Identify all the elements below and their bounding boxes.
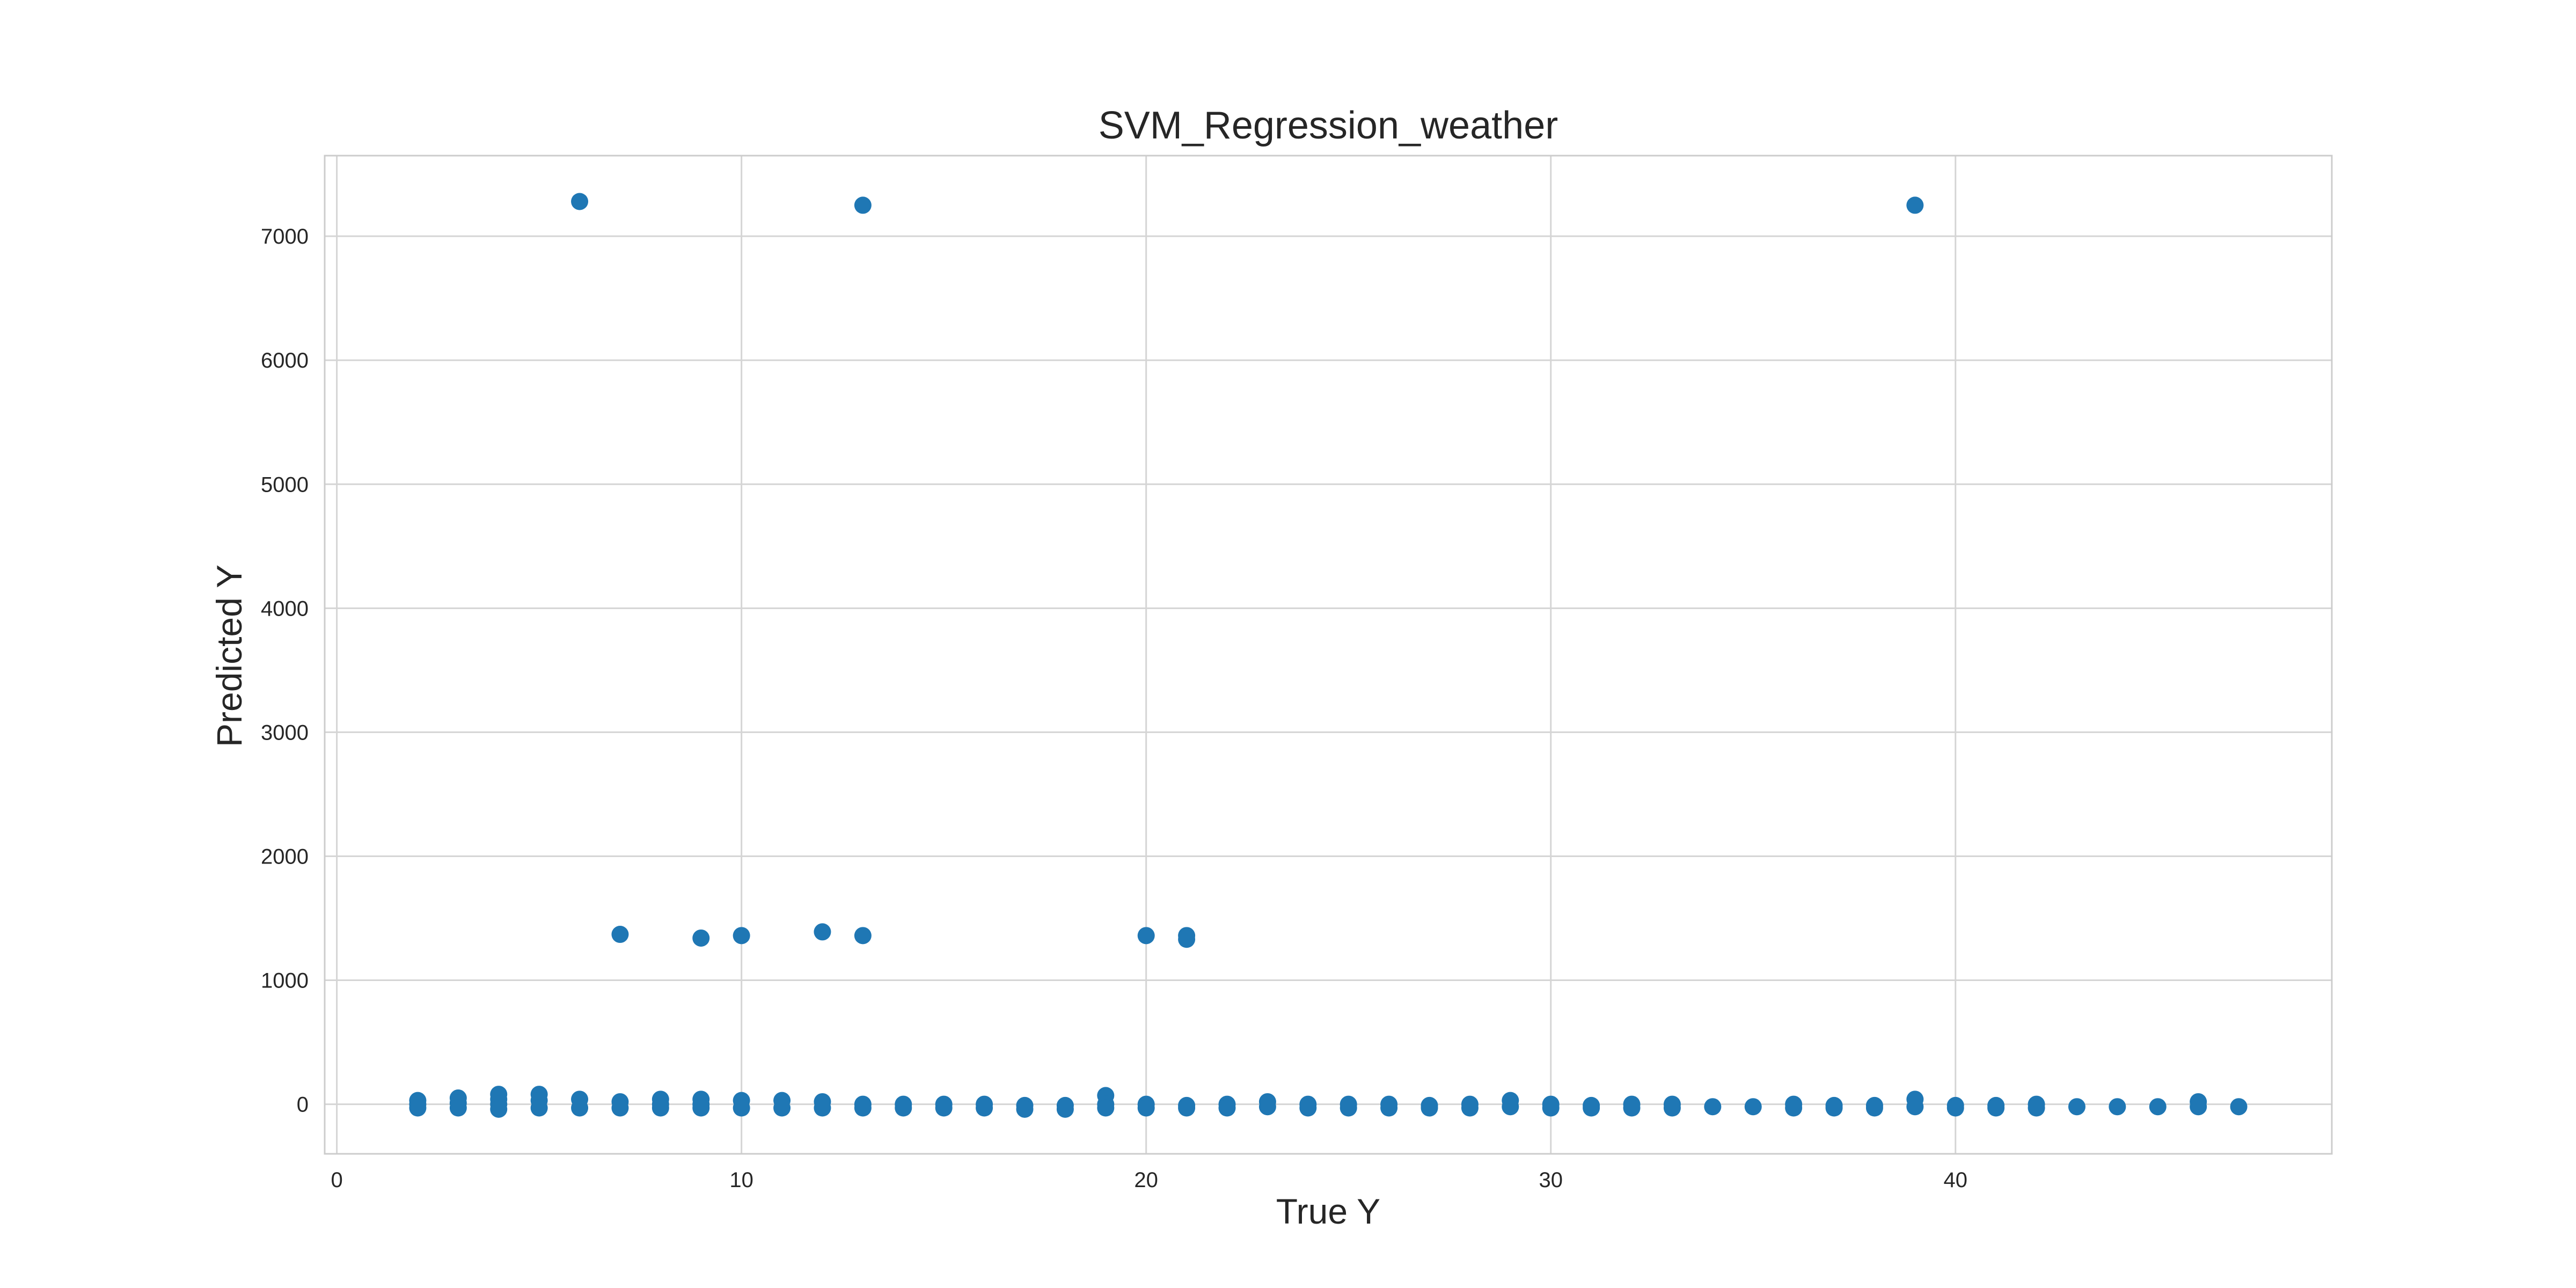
data-point bbox=[1906, 196, 1924, 214]
y-tick-label: 0 bbox=[297, 1093, 309, 1117]
data-point bbox=[692, 929, 710, 947]
chart-title: SVM_Regression_weather bbox=[1099, 104, 1558, 147]
data-point bbox=[1704, 1098, 1722, 1116]
data-point bbox=[2109, 1098, 2126, 1116]
data-point bbox=[449, 1099, 467, 1117]
data-point bbox=[571, 193, 589, 210]
data-point bbox=[1987, 1099, 2005, 1117]
y-tick-label: 2000 bbox=[261, 845, 309, 868]
data-point bbox=[1663, 1099, 1681, 1117]
data-point bbox=[1542, 1099, 1560, 1117]
plot-frame bbox=[324, 155, 2333, 1155]
y-tick-label: 4000 bbox=[261, 597, 309, 620]
data-points bbox=[409, 193, 2248, 1118]
data-point bbox=[1421, 1099, 1438, 1117]
data-point bbox=[692, 1099, 710, 1117]
data-point bbox=[1623, 1099, 1641, 1117]
data-point bbox=[1380, 1099, 1398, 1117]
data-point bbox=[1178, 931, 1196, 948]
data-point bbox=[854, 927, 872, 945]
x-tick-label: 30 bbox=[1539, 1168, 1563, 1192]
data-point bbox=[814, 923, 831, 941]
data-point bbox=[571, 1099, 589, 1117]
data-point bbox=[1097, 1099, 1115, 1117]
data-point bbox=[814, 1099, 831, 1117]
data-point bbox=[530, 1099, 548, 1117]
data-point bbox=[976, 1099, 993, 1117]
data-point bbox=[1946, 1099, 1964, 1117]
data-point bbox=[854, 1099, 872, 1117]
data-point bbox=[490, 1100, 508, 1118]
data-point bbox=[611, 1099, 629, 1117]
x-axis-label: True Y bbox=[1276, 1191, 1380, 1231]
y-tick-label: 5000 bbox=[261, 473, 309, 496]
data-point bbox=[652, 1099, 669, 1117]
data-point bbox=[1825, 1099, 1843, 1117]
data-point bbox=[895, 1099, 912, 1117]
tick-labels: 0 10 20 30 40 0 1000 2000 3000 4000 5000 6000 7000 bbox=[261, 225, 1967, 1192]
data-point bbox=[1906, 1098, 1924, 1116]
data-point bbox=[1056, 1100, 1074, 1118]
data-point bbox=[733, 1099, 750, 1117]
data-point bbox=[1016, 1100, 1034, 1118]
data-point bbox=[1583, 1099, 1600, 1117]
data-point bbox=[1137, 927, 1155, 945]
data-point bbox=[2230, 1098, 2248, 1116]
data-point bbox=[1258, 1098, 1276, 1116]
data-point bbox=[1218, 1099, 1236, 1117]
data-point bbox=[2068, 1098, 2085, 1116]
data-point bbox=[1461, 1099, 1479, 1117]
data-point bbox=[2149, 1098, 2167, 1116]
y-tick-label: 3000 bbox=[261, 721, 309, 744]
data-point bbox=[2190, 1098, 2207, 1116]
data-point bbox=[854, 196, 872, 214]
data-point bbox=[1137, 1099, 1155, 1117]
y-tick-label: 1000 bbox=[261, 969, 309, 993]
x-tick-label: 20 bbox=[1134, 1168, 1158, 1192]
data-point bbox=[935, 1099, 953, 1117]
data-point bbox=[1744, 1098, 1762, 1116]
data-point bbox=[1299, 1099, 1317, 1117]
data-point bbox=[611, 926, 629, 943]
data-point bbox=[773, 1099, 791, 1117]
data-point bbox=[1340, 1099, 1357, 1117]
data-point bbox=[409, 1099, 427, 1117]
y-tick-label: 7000 bbox=[261, 225, 309, 248]
x-tick-label: 0 bbox=[331, 1168, 342, 1192]
y-axis-label: Predicted Y bbox=[209, 565, 249, 747]
data-point bbox=[2028, 1099, 2045, 1117]
grid bbox=[325, 156, 2332, 1154]
x-tick-label: 10 bbox=[729, 1168, 753, 1192]
x-tick-label: 40 bbox=[1944, 1168, 1968, 1192]
data-point bbox=[733, 927, 750, 945]
data-point bbox=[1178, 1099, 1196, 1117]
data-point bbox=[1865, 1099, 1883, 1117]
y-tick-label: 6000 bbox=[261, 349, 309, 372]
data-point bbox=[1502, 1098, 1519, 1116]
data-point bbox=[1785, 1099, 1803, 1117]
